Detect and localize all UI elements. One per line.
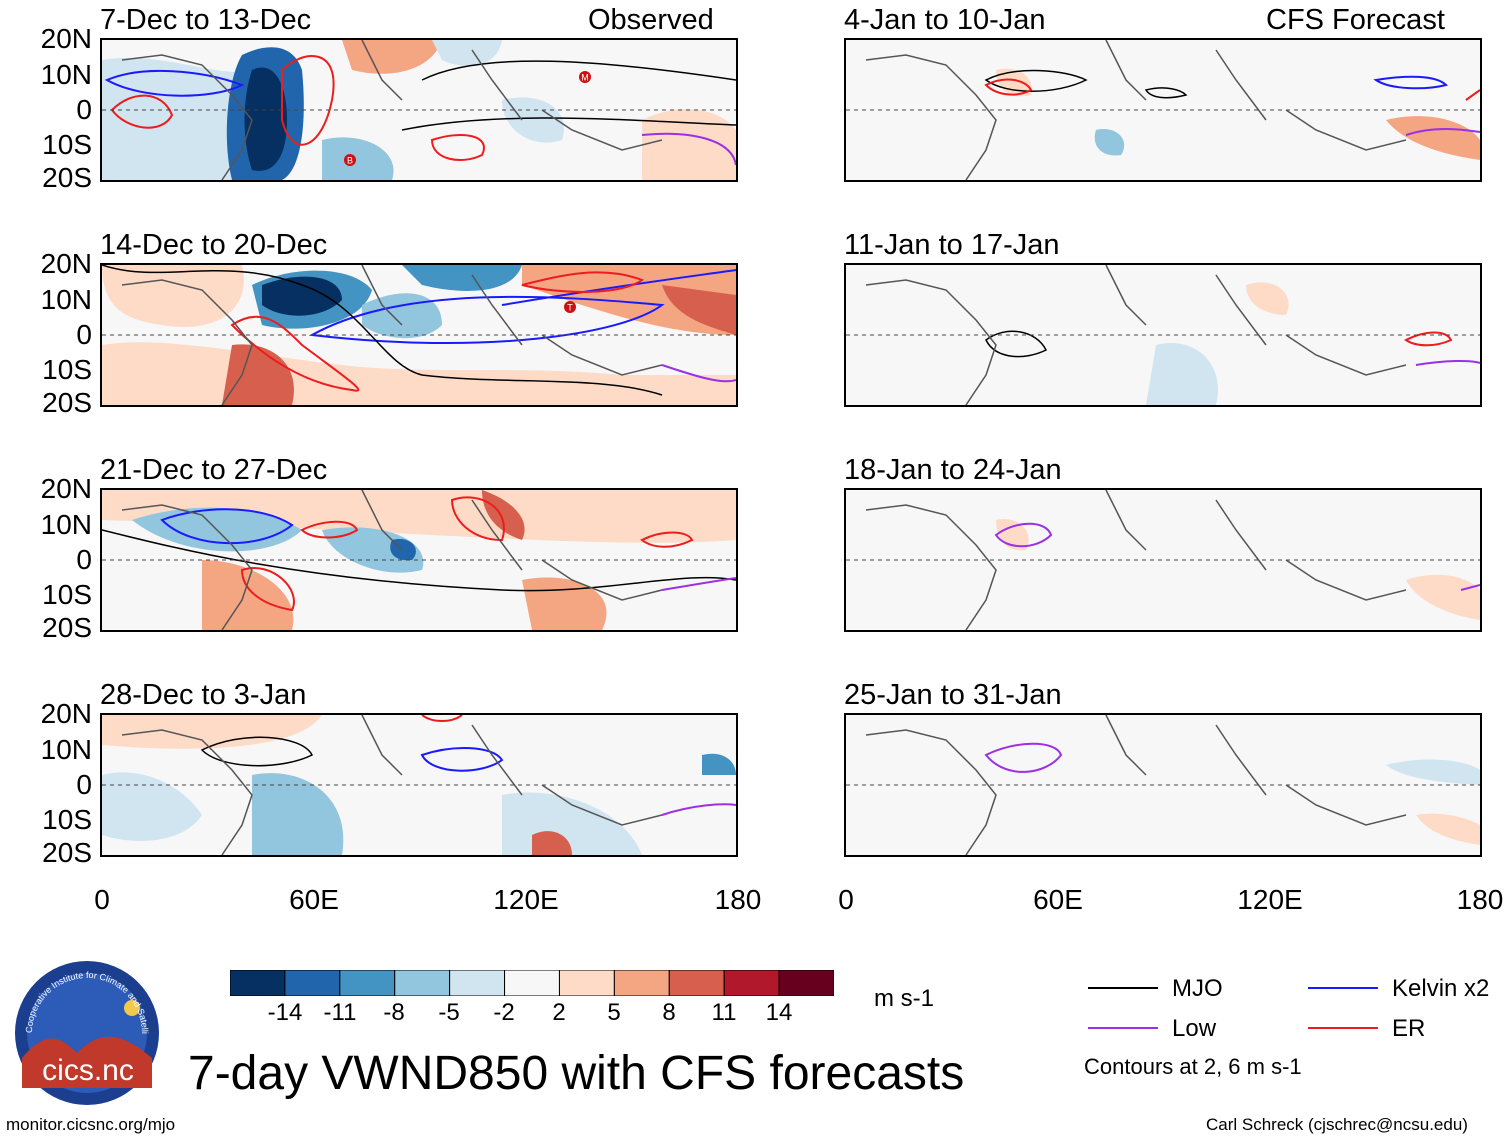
map-panel-observed-3 — [100, 488, 738, 632]
lon-label-60e: 60E — [1033, 884, 1083, 915]
observed-label: Observed — [588, 4, 714, 36]
lat-label-20s: 20S — [42, 162, 92, 193]
colorbar-swatches — [229, 969, 835, 997]
panel-title-fc-3: 18-Jan to 24-Jan — [844, 454, 1062, 486]
map-panel-forecast-3 — [844, 488, 1482, 632]
colorbar-tick: 2 — [552, 999, 566, 1026]
lat-label-20n: 20N — [40, 473, 92, 504]
map-canvas — [846, 40, 1480, 180]
lat-label-eq: 0 — [76, 769, 92, 800]
cyclone-label: T — [567, 303, 573, 313]
panel-title-obs-1: 7-Dec to 13-Dec — [100, 4, 312, 36]
map-canvas — [846, 490, 1480, 630]
panel-title-obs-4: 28-Dec to 3-Jan — [100, 679, 307, 711]
cics-logo: Cooperative Institute for Climate and Sa… — [9, 950, 162, 1108]
lon-label-180: 180 — [714, 884, 762, 915]
colorbar-swatch — [558, 969, 615, 997]
panel-title-fc-1: 4-Jan to 10-Jan — [844, 4, 1046, 36]
lat-label-10s: 10S — [42, 354, 92, 385]
colorbar-swatch — [723, 969, 780, 997]
lat-label-20s: 20S — [42, 612, 92, 643]
colorbar-swatch — [613, 969, 670, 997]
logo-icon: Cooperative Institute for Climate and Sa… — [9, 950, 159, 1105]
lon-label-0: 0 — [94, 884, 110, 915]
colorbar-tick: -5 — [438, 999, 460, 1026]
footer-url[interactable]: monitor.cicsnc.org/mjo — [6, 1115, 176, 1134]
lon-label-180: 180 — [1456, 884, 1504, 915]
footer-credit: Carl Schreck (cjschrec@ncsu.edu) — [1206, 1115, 1468, 1134]
colorbar — [229, 969, 835, 997]
main-title: 7-day VWND850 with CFS forecasts — [188, 1047, 965, 1100]
logo-text: cics.nc — [42, 1054, 134, 1087]
lon-label-60e: 60E — [289, 884, 339, 915]
legend-label-mjo: MJO — [1172, 975, 1223, 1002]
lat-label-eq: 0 — [76, 319, 92, 350]
colorbar-swatch — [504, 969, 560, 997]
map-canvas: MB — [102, 40, 736, 180]
panel-title-obs-3: 21-Dec to 27-Dec — [100, 454, 328, 486]
contours-note: Contours at 2, 6 m s-1 — [1084, 1054, 1302, 1079]
lat-label-20n: 20N — [40, 698, 92, 729]
legend-label-kelvin: Kelvin x2 — [1392, 975, 1490, 1002]
panel-title-fc-2: 11-Jan to 17-Jan — [844, 229, 1060, 261]
forecast-label: CFS Forecast — [1266, 4, 1445, 36]
map-canvas — [846, 265, 1480, 405]
cyclone-label: B — [347, 156, 353, 166]
colorbar-tick: 11 — [711, 999, 737, 1026]
map-panel-observed-4 — [100, 713, 738, 857]
colorbar-swatch — [284, 969, 341, 997]
lat-label-10s: 10S — [42, 129, 92, 160]
colorbar-tick: -8 — [383, 999, 405, 1026]
panel-title-fc-4: 25-Jan to 31-Jan — [844, 679, 1062, 711]
lat-label-20n: 20N — [40, 248, 92, 279]
legend-lines-right — [1308, 987, 1378, 1029]
colorbar-tick: -14 — [267, 999, 303, 1026]
colorbar-swatch — [778, 969, 835, 997]
lat-label-10s: 10S — [42, 804, 92, 835]
colorbar-tick: -11 — [323, 999, 357, 1026]
lat-label-eq: 0 — [76, 544, 92, 575]
lon-label-0: 0 — [838, 884, 854, 915]
lat-label-10n: 10N — [40, 509, 92, 540]
map-canvas — [846, 715, 1480, 855]
lat-label-10n: 10N — [40, 284, 92, 315]
colorbar-tick: 5 — [607, 999, 621, 1026]
lat-label-eq: 0 — [76, 94, 92, 125]
legend-lines-left — [1088, 987, 1158, 1029]
colorbar-tick: 8 — [662, 999, 676, 1026]
panel-title-obs-2: 14-Dec to 20-Dec — [100, 229, 328, 261]
lon-label-120e: 120E — [1237, 884, 1303, 915]
map-canvas: T — [102, 265, 736, 405]
lat-label-10n: 10N — [40, 734, 92, 765]
lat-label-20s: 20S — [42, 837, 92, 868]
map-canvas — [102, 715, 736, 855]
map-panel-forecast-2 — [844, 263, 1482, 407]
colorbar-tick: -2 — [493, 999, 515, 1026]
colorbar-swatch — [229, 969, 286, 997]
colorbar-swatch — [394, 969, 451, 997]
colorbar-swatch — [668, 969, 725, 997]
lat-label-20n: 20N — [40, 23, 92, 54]
map-panel-forecast-1 — [844, 38, 1482, 182]
legend-label-er: ER — [1392, 1015, 1426, 1042]
colorbar-swatch — [449, 969, 506, 997]
map-canvas — [102, 490, 736, 630]
lat-label-20s: 20S — [42, 387, 92, 418]
lat-label-10s: 10S — [42, 579, 92, 610]
colorbar-tick: 14 — [765, 999, 793, 1026]
lat-label-10n: 10N — [40, 59, 92, 90]
map-panel-forecast-4 — [844, 713, 1482, 857]
cyclone-marker — [579, 71, 591, 83]
colorbar-units: m s-1 — [874, 985, 934, 1012]
cyclone-marker — [344, 154, 356, 166]
legend-label-low: Low — [1172, 1015, 1217, 1042]
colorbar-swatch — [339, 969, 396, 997]
cyclone-marker — [564, 301, 576, 313]
cyclone-label: M — [581, 73, 589, 83]
lon-label-120e: 120E — [493, 884, 559, 915]
map-panel-observed-2: T — [100, 263, 738, 407]
